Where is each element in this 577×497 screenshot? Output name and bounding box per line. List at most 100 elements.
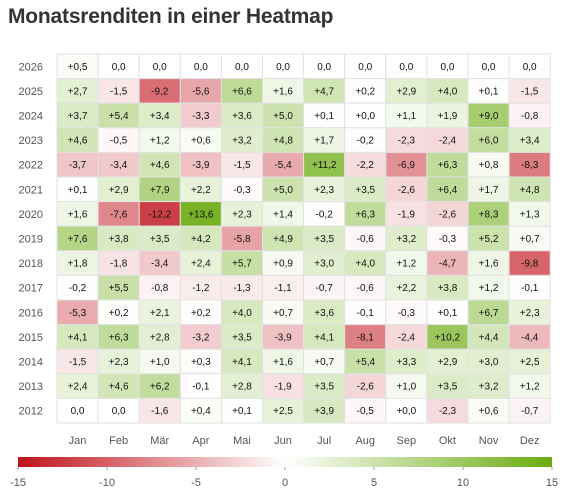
- cell-label: -2,4: [439, 136, 457, 147]
- cell-rect: [179, 250, 222, 276]
- cell-label: +4,8: [273, 136, 293, 147]
- heatmap-cell: -2,6: [385, 176, 428, 203]
- cell-rect: [179, 397, 222, 424]
- heatmap-cell: -5,8: [220, 225, 263, 252]
- heatmap-cell: +3,5: [303, 373, 346, 399]
- cell-rect: [426, 225, 469, 252]
- heatmap-cell: +3,3: [385, 348, 428, 375]
- cell-rect: [56, 250, 99, 276]
- color-scale-tick-label: 15: [546, 477, 558, 489]
- heatmap-cell: +3,5: [303, 225, 346, 252]
- heatmap-cell: +0,1: [220, 397, 263, 424]
- heatmap-cell: +2,5: [262, 397, 305, 424]
- heatmap-cell: 0,0: [385, 53, 428, 80]
- heatmap-cell: +2,8: [138, 324, 181, 350]
- color-scale-bar: [18, 457, 552, 467]
- cell-label: -3,7: [69, 160, 87, 171]
- heatmap-cell: 0,0: [179, 53, 222, 80]
- heatmap-cell: -2,3: [426, 397, 469, 424]
- heatmap-cell: -9,2: [138, 78, 181, 104]
- heatmap-cell: +4,1: [56, 324, 99, 350]
- cell-label: -3,4: [151, 259, 169, 270]
- cell-rect: [56, 127, 99, 153]
- cell-rect: [262, 397, 305, 424]
- cell-rect: [262, 274, 305, 301]
- cell-label: -0,7: [521, 406, 539, 417]
- cell-label: +4,1: [68, 332, 88, 343]
- heatmap-cell: +1,2: [138, 127, 181, 153]
- heatmap-cell: 0,0: [426, 53, 469, 80]
- heatmap-cell: +3,0: [303, 250, 346, 276]
- heatmap-cell: +2,4: [179, 250, 222, 276]
- cell-rect: [138, 127, 181, 153]
- cell-rect: [344, 324, 387, 350]
- cell-label: +5,2: [479, 234, 499, 245]
- cell-rect: [262, 348, 305, 375]
- heatmap-cell: +3,8: [426, 274, 469, 301]
- cell-rect: [467, 151, 510, 178]
- heatmap-cell: -3,3: [179, 102, 222, 129]
- cell-label: +6,7: [479, 308, 499, 319]
- cell-rect: [138, 274, 181, 301]
- cell-rect: [385, 397, 428, 424]
- cell-label: +4,0: [355, 259, 375, 270]
- cell-label: -8,1: [357, 332, 375, 343]
- heatmap-cell: -7,6: [97, 201, 140, 227]
- cell-label: +3,0: [479, 357, 499, 368]
- heatmap-cell: +0,6: [179, 127, 222, 153]
- cell-label: +4,4: [479, 332, 499, 343]
- cell-label: +3,4: [520, 136, 540, 147]
- heatmap-cell: +4,7: [303, 78, 346, 104]
- cell-label: +5,4: [355, 357, 375, 368]
- cell-label: +1,7: [479, 185, 499, 196]
- cell-label: +3,9: [314, 406, 334, 417]
- cell-label: -3,9: [192, 160, 210, 171]
- cell-label: +4,6: [109, 382, 129, 393]
- x-tick-label: Jul: [317, 435, 331, 447]
- cell-label: +3,8: [109, 234, 129, 245]
- heatmap-cell: -0,3: [220, 176, 263, 203]
- cell-label: +4,6: [68, 136, 88, 147]
- cell-label: +4,1: [314, 332, 334, 343]
- heatmap-cell: -0,8: [508, 102, 551, 129]
- heatmap-cell: -8,3: [508, 151, 551, 178]
- cell-label: +0,7: [314, 357, 334, 368]
- cell-rect: [467, 274, 510, 301]
- heatmap-cell: +6,7: [467, 299, 510, 326]
- heatmap-cell: +3,2: [220, 127, 263, 153]
- cell-label: -0,5: [110, 136, 128, 147]
- cell-label: 0,0: [399, 62, 413, 73]
- y-tick-label: 2021: [19, 184, 43, 196]
- heatmap-cell: 0,0: [97, 397, 140, 424]
- cell-rect: [303, 102, 346, 129]
- x-tick-label: Aug: [355, 435, 375, 447]
- cell-label: +1,8: [68, 259, 88, 270]
- heatmap-cell: +0,0: [385, 397, 428, 424]
- heatmap-cell: -4,4: [508, 324, 551, 350]
- cell-rect: [56, 324, 99, 350]
- cell-label: +2,2: [191, 185, 211, 196]
- cell-rect: [385, 102, 428, 129]
- heatmap-cell: +0,4: [179, 397, 222, 424]
- chart-title: Monatsrenditen in einer Heatmap: [8, 5, 334, 28]
- cell-label: +2,2: [396, 283, 416, 294]
- cell-label: 0,0: [317, 62, 331, 73]
- heatmap-cell: +0,7: [508, 225, 551, 252]
- cell-rect: [467, 397, 510, 424]
- cell-label: +1,2: [520, 382, 540, 393]
- heatmap-cell: -0,3: [385, 299, 428, 326]
- cell-label: -1,8: [110, 259, 128, 270]
- cell-rect: [262, 53, 305, 80]
- heatmap-cell: +4,6: [56, 127, 99, 153]
- y-tick-label: 2018: [19, 258, 43, 270]
- cell-label: +0,6: [191, 136, 211, 147]
- color-scale-tick-label: -5: [191, 477, 201, 489]
- cell-rect: [220, 225, 263, 252]
- cell-rect: [220, 348, 263, 375]
- cell-rect: [262, 78, 305, 104]
- cell-label: +6,3: [109, 332, 129, 343]
- cell-label: -0,6: [357, 283, 375, 294]
- heatmap-cell: -0,6: [344, 225, 387, 252]
- cell-rect: [97, 127, 140, 153]
